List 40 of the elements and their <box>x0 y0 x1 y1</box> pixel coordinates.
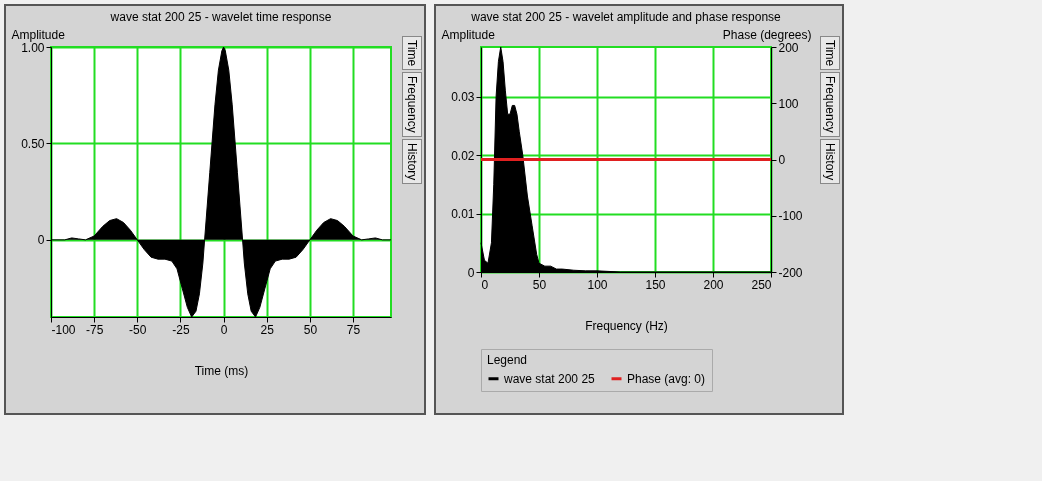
y-tick-label: 0.03 <box>451 90 475 105</box>
x-tick-label: -50 <box>129 322 147 337</box>
x-tick-label: 0 <box>220 322 228 337</box>
text: Time <box>402 36 422 71</box>
text: Time <box>820 36 840 71</box>
x-tick-label: 75 <box>346 322 361 337</box>
chart-title: wave stat 200 25 - wavelet time response <box>109 10 332 24</box>
x-axis-title: Time (ms) <box>194 363 249 378</box>
text: Frequency <box>820 72 840 137</box>
y-tick-label: 0.02 <box>451 148 475 163</box>
y-tick-label: 0 <box>37 233 45 248</box>
text: History <box>402 138 422 185</box>
y2-tick-label: 100 <box>778 96 799 111</box>
x-tick-label: -75 <box>85 322 104 337</box>
x-tick-label: 100 <box>587 277 608 292</box>
y-tick-label: 0.50 <box>21 136 45 151</box>
legend-label: wave stat 200 25 <box>503 371 596 386</box>
y-axis-title: Amplitude <box>11 27 66 42</box>
x-tick-label: -25 <box>172 322 190 337</box>
x-tick-label: 25 <box>260 322 275 337</box>
x-tick-label: 50 <box>303 322 318 337</box>
y2-tick-label: 0 <box>778 153 786 167</box>
x-tick-label: 50 <box>532 277 547 292</box>
y-tick-label: 0.01 <box>451 207 475 222</box>
y-tick-label: 0 <box>467 265 475 280</box>
x-tick-label: -100 <box>51 322 76 337</box>
text: History <box>820 138 840 185</box>
text: Frequency <box>402 72 422 137</box>
y2-tick-label: -100 <box>778 209 803 224</box>
y2-tick-label: -200 <box>778 265 803 280</box>
y-axis-title: Amplitude <box>441 27 496 42</box>
chart-title: wave stat 200 25 - wavelet amplitude and phase response <box>470 10 782 24</box>
x-tick-label: 200 <box>703 277 724 292</box>
y2-axis-title: Phase (degrees) <box>722 27 812 42</box>
x-tick-label: 0 <box>481 277 489 292</box>
x-axis-title: Frequency (Hz) <box>585 318 668 333</box>
legend-label: Phase (avg: 0) <box>627 371 706 386</box>
x-tick-label: 250 <box>751 277 772 292</box>
legend-title: Legend <box>487 353 528 367</box>
x-tick-label: 150 <box>645 277 666 292</box>
